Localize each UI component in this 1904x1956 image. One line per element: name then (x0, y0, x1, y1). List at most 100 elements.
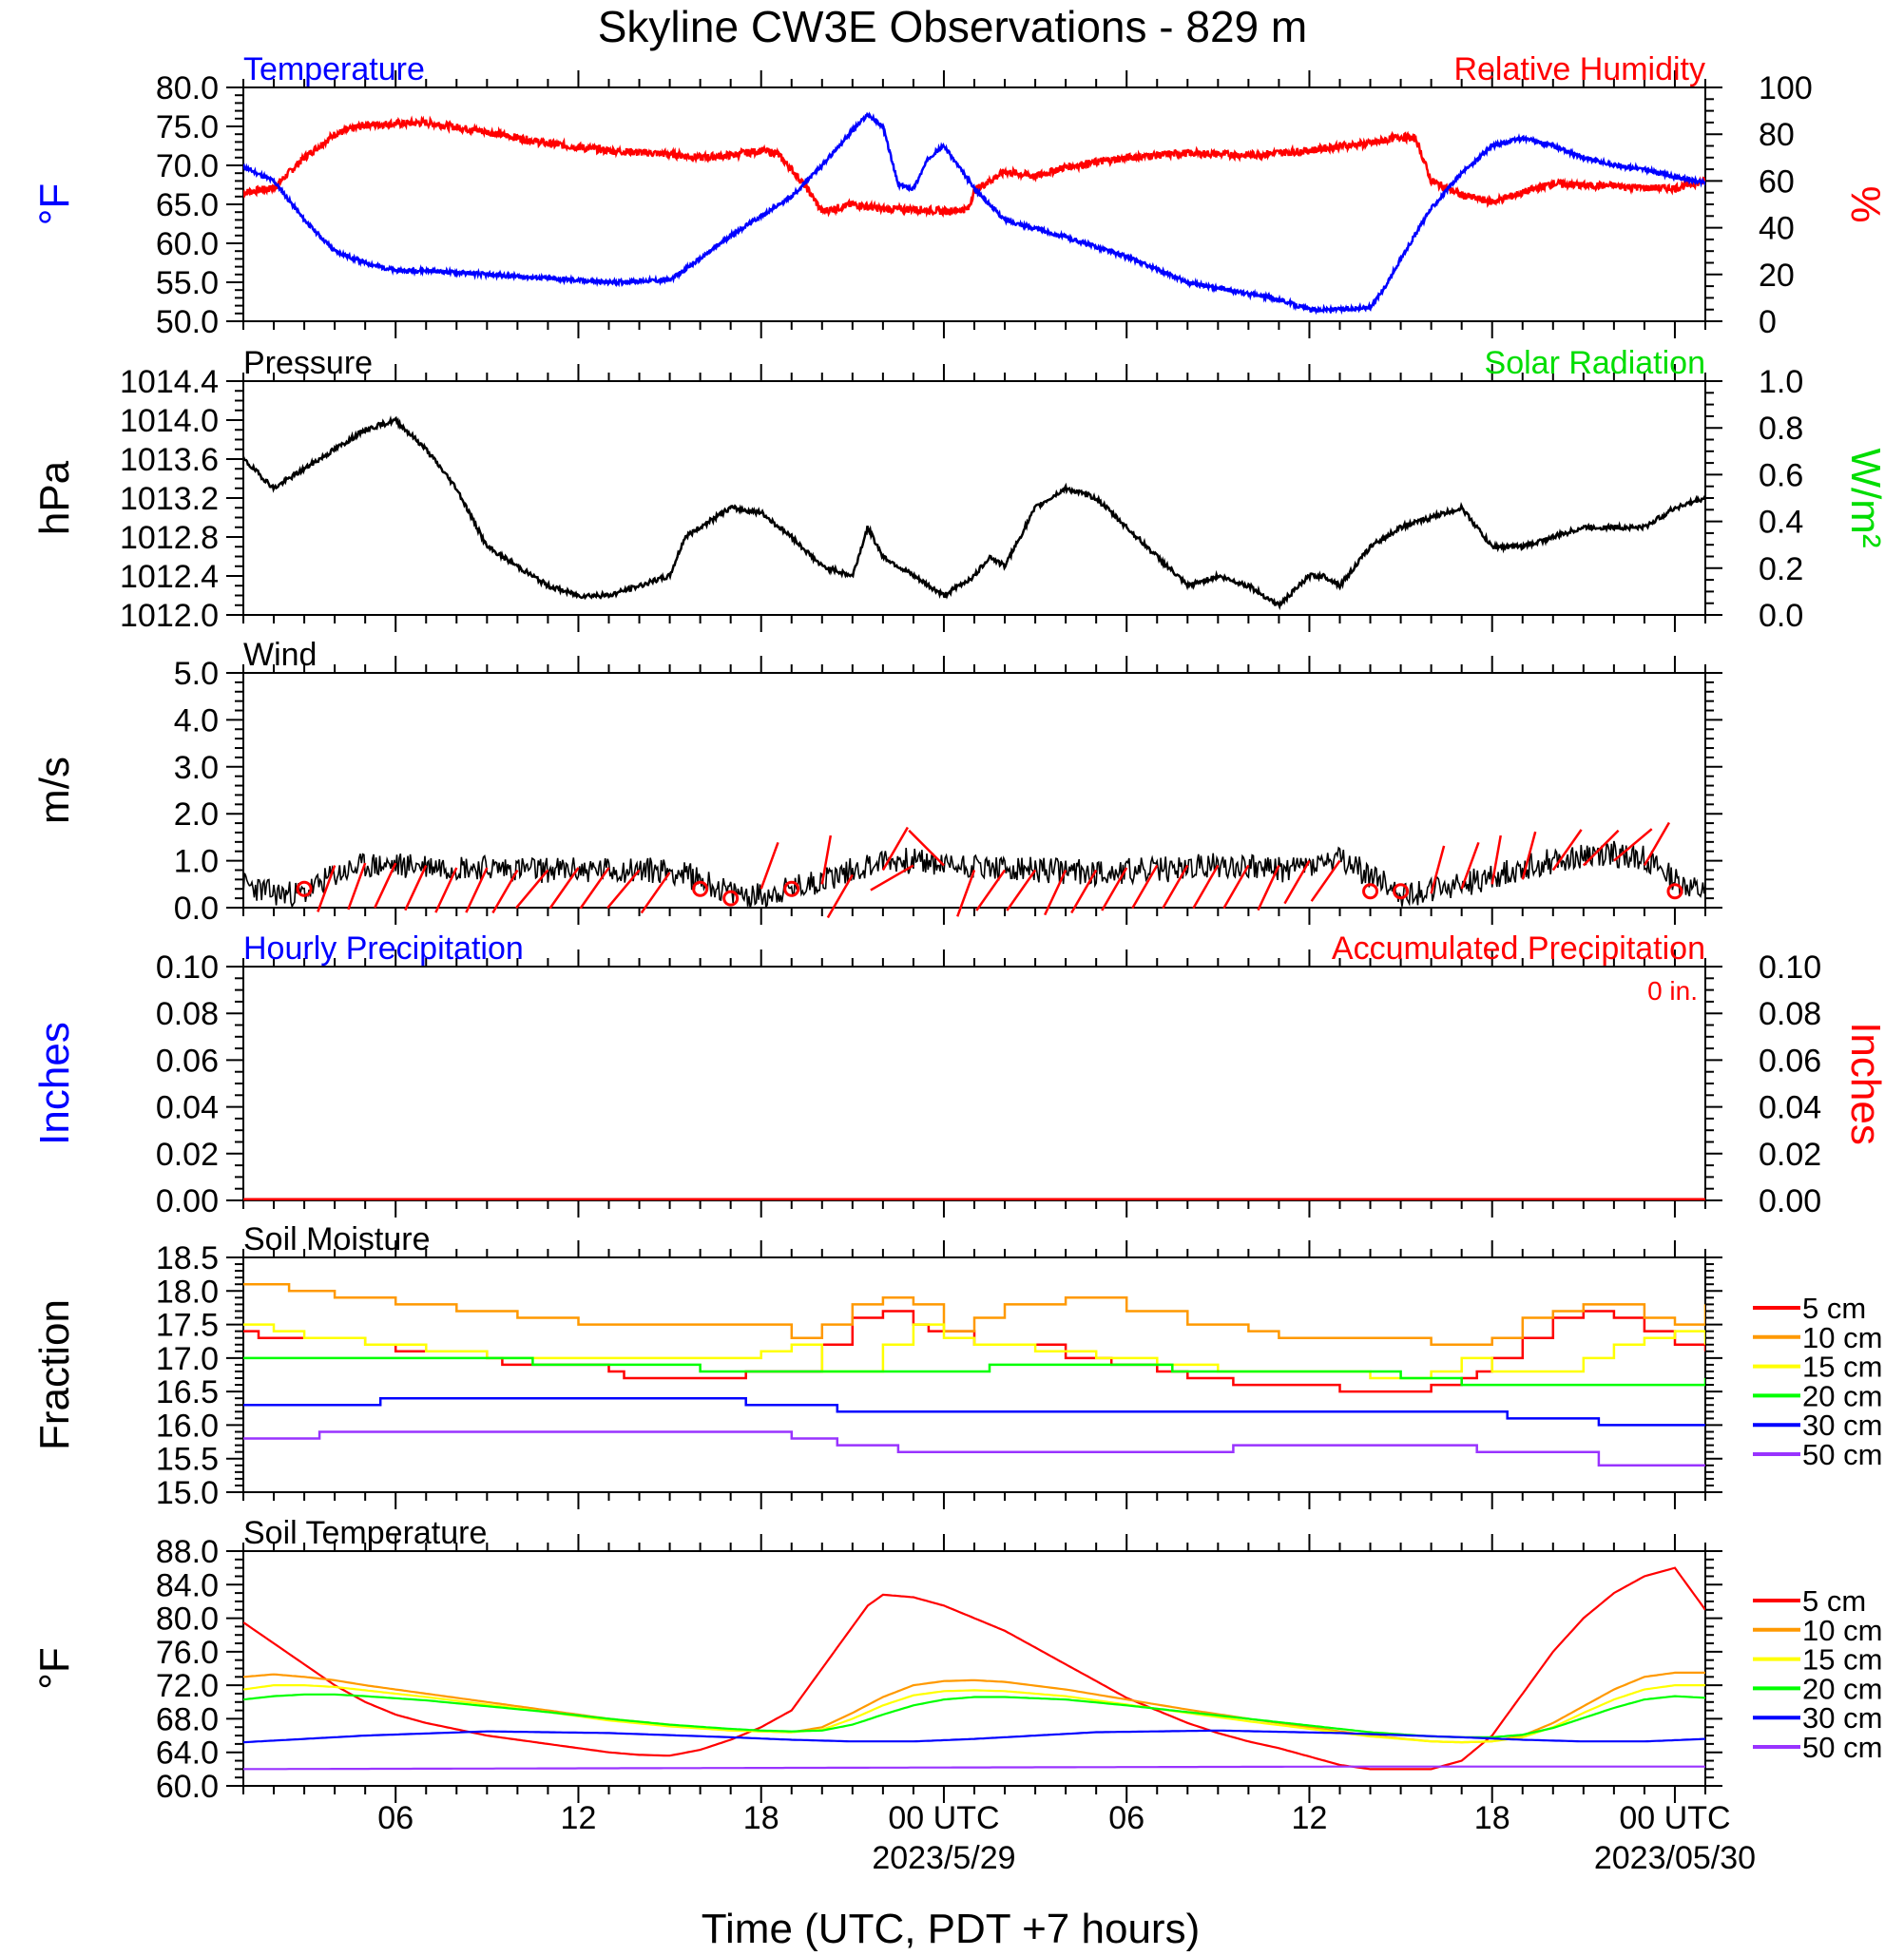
wind-left-tick-label: 0.0 (174, 891, 219, 927)
x-tick-label: 00 UTC (1619, 1800, 1730, 1836)
precip-left-tick-label: 0.06 (156, 1043, 219, 1079)
temp_rh-right-tick-label: 60 (1759, 163, 1795, 200)
wind-title: Wind (243, 637, 317, 673)
pressure-left-tick-label: 1013.2 (120, 481, 219, 517)
precip-right-tick-label: 0.02 (1759, 1137, 1821, 1173)
legend-label: 5 cm (1802, 1584, 1866, 1618)
pressure-left-tick-label: 1012.0 (120, 598, 219, 634)
wind-barb (1582, 829, 1620, 867)
temperature-line (243, 111, 1705, 316)
wind-barb (465, 867, 489, 913)
wind-barb (317, 865, 337, 912)
soil_temp-left-tick-label: 80.0 (156, 1601, 219, 1638)
temp_rh-right-tick-label: 40 (1759, 211, 1795, 247)
legend-label: 30 cm (1802, 1701, 1882, 1735)
precip-right-tick-label: 0.00 (1759, 1183, 1821, 1219)
legend-label: 20 cm (1802, 1672, 1882, 1705)
soil_temp-left-tick-label: 84.0 (156, 1567, 219, 1603)
pressure-line (243, 414, 1705, 611)
wind-barb (870, 864, 914, 892)
calm-wind-circle (1666, 883, 1683, 900)
wind-barb (1222, 864, 1250, 910)
wind-barb (1070, 869, 1098, 914)
x-axis-label: Time (UTC, PDT +7 hours) (702, 1906, 1200, 1952)
legend-label: 20 cm (1802, 1379, 1882, 1412)
soil_moisture-left-tick-label: 18.0 (156, 1274, 219, 1310)
wind-barbs (296, 821, 1683, 919)
wind-barb (491, 869, 519, 914)
wind-barb (1101, 867, 1128, 911)
precip-right-tick-label: 0.08 (1759, 996, 1821, 1032)
temp_rh-right-tick-label: 0 (1759, 304, 1777, 340)
precip-left-tick-label: 0.04 (156, 1090, 219, 1126)
soil-temperature-line (243, 1684, 1705, 1744)
soil-moisture-line (243, 1356, 1705, 1387)
soil_moisture-left-tick-label: 15.5 (156, 1442, 219, 1478)
pressure-right-tick-label: 0.8 (1759, 411, 1803, 447)
x-tick-label: 06 (377, 1800, 413, 1836)
pressure-right-unit: W/m² (1842, 448, 1889, 547)
wind-barb (1162, 864, 1189, 910)
temp_rh-left-tick-label: 80.0 (156, 70, 219, 106)
wind-barb (820, 834, 833, 885)
pressure-left-tick-label: 1012.4 (120, 559, 219, 595)
legend-label: 15 cm (1802, 1351, 1882, 1384)
x-axis-tick-labels: 06 12 18 00 UTC 2023/5/29 06 12 18 00 UTC 2023/05… (377, 1800, 1756, 1876)
pressure-left-tick-label: 1014.0 (120, 403, 219, 439)
soil_temp-left-tick-label: 88.0 (156, 1534, 219, 1570)
precip-left-tick-label: 0.10 (156, 949, 219, 986)
pressure-left-unit: hPa (31, 460, 78, 535)
wind-left-tick-label: 5.0 (174, 656, 219, 692)
temp_rh-right-title: Relative Humidity (1453, 51, 1705, 87)
precip-right-title: Accumulated Precipitation (1332, 930, 1705, 967)
figure-title: Skyline CW3E Observations - 829 m (598, 2, 1308, 51)
pressure-left-tick-label: 1014.4 (120, 364, 219, 400)
precip-right-unit: Inches (1842, 1022, 1889, 1145)
wind-barb (640, 872, 671, 914)
wind-left-tick-label: 2.0 (174, 796, 219, 833)
wind-barb (881, 826, 909, 872)
wind-barb (1491, 834, 1502, 885)
temp_rh-left-unit: °F (31, 183, 78, 225)
temp_rh-panel: 50.055.060.065.070.075.080.0 0 20 40 60 80 100… (31, 51, 1889, 340)
temp_rh-left-tick-label: 70.0 (156, 148, 219, 184)
wind-speed-line (243, 840, 1705, 908)
soil_temp-title: Soil Temperature (243, 1515, 487, 1551)
wind-barb (1283, 859, 1311, 905)
soil_moisture-left-tick-label: 18.5 (156, 1240, 219, 1276)
precip-left-unit: Inches (31, 1022, 78, 1145)
wind-barb (579, 867, 610, 910)
temp_rh-right-unit: % (1842, 185, 1889, 222)
pressure-right-tick-label: 0.0 (1759, 598, 1803, 634)
soil_moisture-plot (243, 1282, 1705, 1467)
wind-barb (1131, 864, 1159, 910)
x-tick-date-label: 2023/5/29 (872, 1840, 1015, 1876)
soil_moisture-left-unit: Fraction (31, 1299, 78, 1450)
temp_rh-plot (243, 111, 1705, 316)
calm-wind-circle (296, 880, 313, 897)
calm-wind-circle (692, 880, 709, 897)
temp_rh-right-tick-label: 20 (1759, 258, 1795, 294)
wind-barb (374, 862, 397, 909)
legend-label: 15 cm (1802, 1643, 1882, 1677)
wind-barb (975, 869, 1007, 911)
legend-label: 10 cm (1802, 1321, 1882, 1354)
wind-barb (908, 829, 945, 867)
temp_rh-right-tick-label: 80 (1759, 117, 1795, 153)
x-tick-label: 12 (561, 1800, 597, 1836)
wind-barb (347, 862, 367, 911)
soil_moisture-left-tick-label: 15.0 (156, 1475, 219, 1511)
pressure-left-tick-label: 1012.8 (120, 520, 219, 556)
soil-temperature-line (243, 1729, 1705, 1744)
precip-right-tick-label: 0.10 (1759, 949, 1821, 986)
soil_temp-left-tick-label: 60.0 (156, 1769, 219, 1805)
accumulated-total-label: 0 in. (1647, 976, 1698, 1006)
wind-left-tick-label: 3.0 (174, 750, 219, 786)
soil_moisture-panel: 15.015.516.016.517.017.518.018.5 Soil Moi… (31, 1221, 1882, 1511)
wind-plot (243, 840, 1705, 908)
wind-barb (1044, 869, 1067, 916)
panels-group: 50.055.060.065.070.075.080.0020406080100… (31, 51, 1889, 1876)
soil_temp-left-tick-label: 64.0 (156, 1735, 219, 1772)
